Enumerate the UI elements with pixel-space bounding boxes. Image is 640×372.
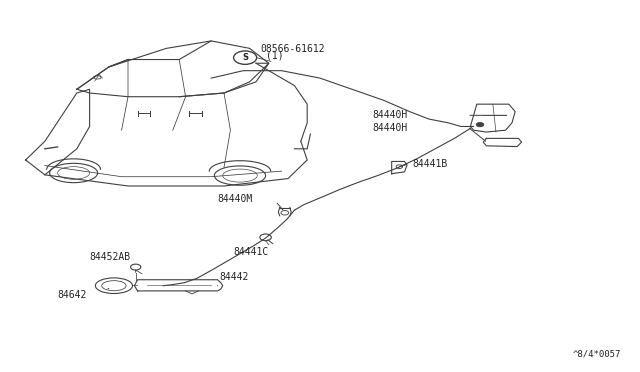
Circle shape bbox=[476, 122, 484, 127]
Text: 84452AB: 84452AB bbox=[90, 252, 131, 262]
Text: 84440M: 84440M bbox=[218, 194, 253, 204]
Text: 84441B: 84441B bbox=[413, 160, 448, 169]
Text: ^8/4*0057: ^8/4*0057 bbox=[572, 350, 621, 359]
Text: (1): (1) bbox=[266, 50, 284, 60]
Text: 08566-61612: 08566-61612 bbox=[260, 45, 325, 54]
Text: 84442: 84442 bbox=[219, 272, 248, 282]
Text: 84440H: 84440H bbox=[372, 110, 408, 120]
Text: 84642: 84642 bbox=[58, 290, 87, 299]
Text: 84440H: 84440H bbox=[372, 124, 408, 133]
Text: 84441C: 84441C bbox=[234, 247, 269, 257]
Text: S: S bbox=[242, 53, 248, 62]
